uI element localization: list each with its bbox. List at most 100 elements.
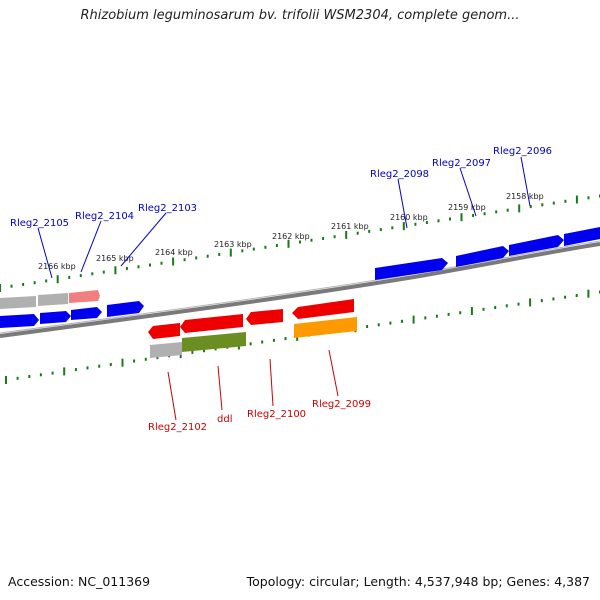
reverse-gene-labels: Rleg2_2102 ddl Rleg2_2100 Rleg2_2099 xyxy=(148,399,371,433)
minor-tick xyxy=(377,323,380,327)
gene-arrow[interactable] xyxy=(0,314,39,328)
kbp-label: 2162 kbp xyxy=(272,232,310,241)
major-tick xyxy=(0,284,1,292)
gene-arrow[interactable] xyxy=(182,332,246,352)
minor-tick xyxy=(517,302,520,306)
gene-label[interactable]: Rleg2_2097 xyxy=(432,158,491,169)
gene-arrow[interactable] xyxy=(69,290,100,303)
minor-tick xyxy=(203,349,205,353)
minor-tick xyxy=(68,275,71,279)
gene-arrow[interactable] xyxy=(180,314,243,333)
minor-tick xyxy=(356,231,359,235)
leader-line xyxy=(217,365,223,411)
minor-tick xyxy=(206,254,209,258)
gene-label[interactable]: Rleg2_2096 xyxy=(493,146,552,157)
gene-label[interactable]: Rleg2_2105 xyxy=(10,218,69,229)
minor-tick xyxy=(39,373,42,377)
gene-arrow[interactable] xyxy=(509,235,564,256)
gene-label[interactable]: Rleg2_2099 xyxy=(312,399,371,410)
minor-tick xyxy=(144,357,147,361)
minor-tick xyxy=(564,295,567,299)
minor-tick xyxy=(156,356,159,360)
leader-line xyxy=(520,156,531,207)
gene-label[interactable]: ddl xyxy=(217,414,232,425)
gene-arrow[interactable] xyxy=(71,307,102,320)
gene-label[interactable]: Rleg2_2102 xyxy=(148,422,207,433)
minor-tick xyxy=(109,363,112,366)
forward-label-leaders xyxy=(37,156,531,279)
gene-arrow[interactable] xyxy=(38,293,68,306)
minor-tick xyxy=(160,261,163,265)
gene-arrow[interactable] xyxy=(40,311,71,324)
gene-arrow[interactable] xyxy=(294,317,357,338)
minor-tick xyxy=(98,364,101,368)
kbp-label: 2166 kbp xyxy=(38,262,76,271)
gene-arrow[interactable] xyxy=(564,227,600,246)
minor-tick xyxy=(91,272,94,276)
reverse-strand-genes xyxy=(148,299,357,358)
minor-tick xyxy=(51,371,54,375)
major-tick xyxy=(587,289,590,298)
minor-tick xyxy=(241,249,244,253)
gene-arrow[interactable] xyxy=(456,246,509,267)
minor-tick xyxy=(261,340,264,344)
minor-tick xyxy=(506,208,509,212)
minor-tick xyxy=(133,359,136,363)
minor-tick xyxy=(540,299,543,303)
gene-arrow[interactable] xyxy=(107,301,144,317)
minor-tick xyxy=(541,203,544,207)
leader-line xyxy=(459,167,477,217)
minor-tick xyxy=(425,221,428,224)
minor-tick xyxy=(447,312,450,316)
minor-tick xyxy=(472,214,475,217)
gene-label[interactable]: Rleg2_2103 xyxy=(138,203,197,214)
minor-tick xyxy=(272,338,275,342)
major-tick xyxy=(229,248,232,257)
minor-tick xyxy=(264,245,267,249)
minor-tick xyxy=(389,321,392,325)
leader-line xyxy=(167,371,177,421)
genome-title: Rhizobium leguminosarum bv. trifolii WSM… xyxy=(80,8,520,23)
gene-label[interactable]: Rleg2_2104 xyxy=(75,211,134,222)
leader-line xyxy=(120,212,167,267)
gene-arrow[interactable] xyxy=(150,342,182,358)
gene-label[interactable]: Rleg2_2098 xyxy=(370,169,429,180)
minor-tick xyxy=(368,229,371,233)
minor-tick xyxy=(33,281,36,285)
gene-arrow[interactable] xyxy=(375,258,448,280)
minor-tick xyxy=(183,258,186,262)
gene-label[interactable]: Rleg2_2100 xyxy=(247,409,306,420)
minor-tick xyxy=(424,316,427,320)
minor-tick xyxy=(137,265,140,269)
minor-tick xyxy=(495,210,498,214)
leader-line xyxy=(80,220,102,273)
leader-line xyxy=(269,358,274,407)
minor-tick xyxy=(10,284,13,288)
minor-tick xyxy=(414,222,417,226)
gene-arrow[interactable] xyxy=(246,309,283,325)
minor-tick xyxy=(366,325,369,328)
kbp-label: 2160 kbp xyxy=(390,213,428,222)
minor-tick xyxy=(494,306,497,309)
minor-tick xyxy=(191,350,194,354)
major-tick xyxy=(412,315,415,324)
minor-tick xyxy=(379,228,382,232)
major-tick xyxy=(121,358,124,367)
minor-tick xyxy=(437,219,440,223)
minor-tick xyxy=(322,237,325,240)
minor-tick xyxy=(505,304,508,308)
major-tick xyxy=(172,257,175,266)
minor-tick xyxy=(587,196,590,200)
gene-arrow[interactable] xyxy=(292,299,354,319)
gene-arrow[interactable] xyxy=(0,296,36,309)
kbp-label: 2163 kbp xyxy=(214,240,252,249)
genome-backbone xyxy=(0,242,600,338)
minor-tick xyxy=(401,319,403,323)
forward-strand-genes xyxy=(0,227,600,328)
major-tick xyxy=(460,213,463,222)
minor-tick xyxy=(435,314,438,318)
kbp-tick-labels: 2166 kbp 2165 kbp 2164 kbp 2163 kbp 2162… xyxy=(38,192,544,271)
minor-tick xyxy=(79,274,82,278)
gene-arrow[interactable] xyxy=(148,323,180,339)
